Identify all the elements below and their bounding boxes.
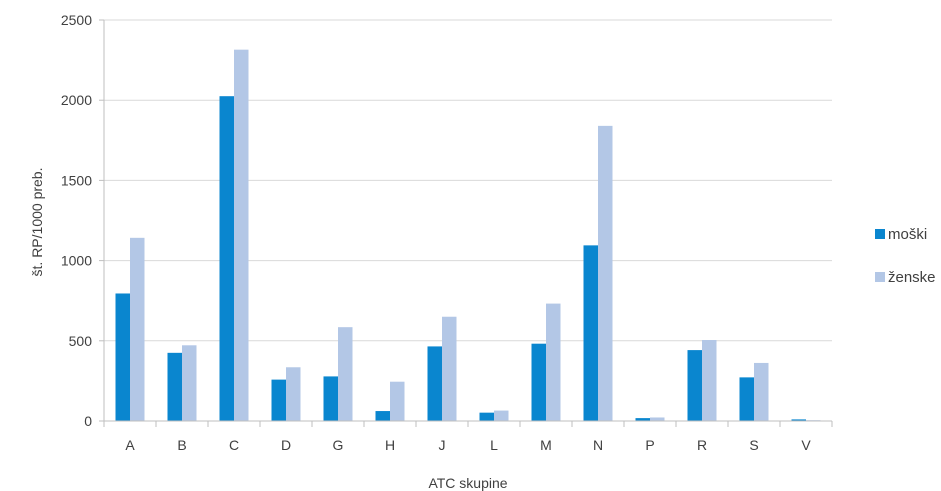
x-tick-label: B (177, 437, 186, 453)
x-tick-label: M (540, 437, 552, 453)
y-tick-label: 500 (69, 333, 93, 349)
bars (115, 49, 821, 421)
bar-ženske-J (442, 316, 457, 421)
bar-moški-A (115, 293, 130, 421)
x-tick-label: J (439, 437, 446, 453)
x-tick-label: L (490, 437, 498, 453)
x-tick-label: A (125, 437, 135, 453)
bar-moški-V (791, 419, 806, 421)
bar-ženske-G (338, 327, 353, 421)
bar-moški-N (583, 245, 598, 421)
x-tick-label: G (333, 437, 344, 453)
bar-moški-S (739, 377, 754, 421)
bar-ženske-N (598, 125, 613, 421)
legend-swatch (875, 272, 885, 282)
x-tick-label: D (281, 437, 291, 453)
bar-ženske-D (286, 367, 301, 421)
bar-ženske-S (754, 362, 769, 421)
axes (99, 19, 833, 427)
x-tick-label: N (593, 437, 603, 453)
x-tick-label: P (645, 437, 654, 453)
bar-ženske-B (182, 345, 197, 421)
bar-moški-M (531, 343, 546, 421)
y-tick-label: 2500 (61, 12, 92, 28)
y-tick-label: 2000 (61, 92, 92, 108)
legend-label: ženske (888, 269, 936, 286)
bar-moški-L (479, 412, 494, 421)
bar-moški-H (375, 411, 390, 421)
bar-moški-C (219, 96, 234, 421)
legend-label: moški (888, 226, 927, 243)
bar-ženske-H (390, 381, 405, 421)
bar-moški-J (427, 346, 442, 421)
x-tick-label: S (749, 437, 758, 453)
bar-ženske-P (650, 417, 665, 421)
x-tick-label: R (697, 437, 707, 453)
bar-ženske-A (130, 237, 145, 421)
y-tick-label: 0 (84, 413, 92, 429)
bar-moški-B (167, 352, 182, 421)
bar-ženske-R (702, 339, 717, 421)
bar-moški-D (271, 379, 286, 421)
bar-ženske-M (546, 303, 561, 421)
x-tick-label: H (385, 437, 395, 453)
legend-swatch (875, 229, 885, 239)
bar-moški-G (323, 376, 338, 421)
gridlines (104, 19, 832, 342)
bar-moški-R (687, 350, 702, 421)
bar-moški-P (635, 418, 650, 421)
y-tick-labels: 0 500 1000 1500 2000 2500 (61, 12, 92, 429)
x-axis-title: ATC skupine (428, 475, 507, 491)
x-tick-label: V (801, 437, 811, 453)
y-axis-title: št. RP/1000 preb. (29, 168, 45, 277)
bar-ženske-L (494, 410, 509, 421)
y-tick-label: 1000 (61, 253, 92, 269)
legend: moški ženske (875, 226, 936, 286)
x-tick-label: C (229, 437, 239, 453)
y-tick-label: 1500 (61, 172, 92, 188)
bar-ženske-C (234, 49, 249, 421)
